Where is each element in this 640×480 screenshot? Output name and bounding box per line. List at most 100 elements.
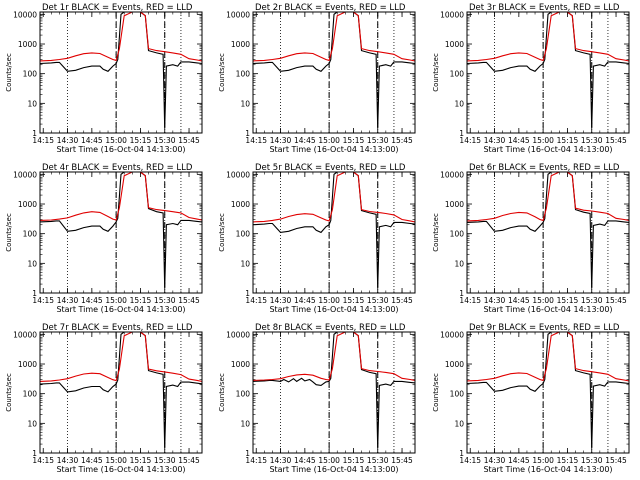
y-axis-label: Counts/sec [5, 373, 13, 412]
y-axis-label: Counts/sec [218, 53, 226, 92]
y-tick-label: 1 [245, 129, 250, 138]
x-tick-label: 15:15 [343, 456, 365, 465]
plot-area [467, 172, 629, 293]
y-axis-label: Counts/sec [432, 53, 440, 92]
x-tick-label: 15:15 [343, 136, 365, 145]
y-tick-label: 10000 [226, 330, 250, 339]
x-tick-label: 15:45 [605, 456, 627, 465]
detector-panel: Det 6r BLACK = Events, RED = LLD Counts/s… [432, 163, 630, 314]
detector-panel: Det 3r BLACK = Events, RED = LLD Counts/s… [432, 3, 630, 154]
series-line-lld [467, 172, 629, 222]
x-tick-label: 15:30 [367, 296, 389, 305]
x-tick-label: 14:15 [459, 296, 481, 305]
y-axis-label: Counts/sec [5, 213, 13, 252]
y-tick-label: 10000 [13, 10, 37, 19]
x-tick-label: 15:00 [105, 296, 127, 305]
x-axis-label: Start Time (16-Oct-04 14:13:00) [483, 465, 612, 474]
x-tick-label: 15:45 [178, 456, 200, 465]
series-line-lld [467, 332, 629, 382]
x-tick-label: 14:45 [508, 296, 530, 305]
x-axis-label: Start Time (16-Oct-04 14:13:00) [483, 145, 612, 154]
detector-panel: Det 7r BLACK = Events, RED = LLD Counts/s… [5, 323, 203, 474]
detector-panel: Det 5r BLACK = Events, RED = LLD Counts/s… [218, 163, 416, 314]
series-line-lld [40, 172, 202, 221]
x-tick-label: 14:45 [294, 296, 316, 305]
y-tick-label: 10 [454, 259, 464, 268]
y-tick-label: 100 [23, 70, 38, 79]
y-axis-label: Counts/sec [432, 213, 440, 252]
detector-panel: Det 1r BLACK = Events, RED = LLD Counts/s… [5, 3, 203, 154]
series-line-lld [253, 332, 415, 381]
plot-frame [252, 171, 416, 294]
y-tick-label: 100 [236, 230, 251, 239]
x-tick-label: 15:30 [581, 296, 603, 305]
x-tick-label: 15:45 [391, 136, 413, 145]
y-tick-label: 100 [23, 230, 38, 239]
plot-frame [39, 331, 203, 454]
x-tick-label: 15:00 [532, 296, 554, 305]
y-tick-label: 10 [454, 419, 464, 428]
x-tick-label: 15:15 [130, 456, 152, 465]
x-axis-label: Start Time (16-Oct-04 14:13:00) [56, 145, 185, 154]
plot-area [40, 332, 202, 453]
y-tick-label: 10 [27, 419, 37, 428]
panel-title: Det 8r BLACK = Events, RED = LLD [255, 323, 406, 333]
x-tick-label: 14:15 [459, 136, 481, 145]
x-tick-label: 14:15 [245, 136, 267, 145]
x-tick-label: 15:00 [318, 296, 340, 305]
x-axis-label: Start Time (16-Oct-04 14:13:00) [269, 305, 398, 314]
x-tick-label: 14:45 [294, 136, 316, 145]
y-tick-label: 1000 [231, 360, 250, 369]
series-line-events [40, 12, 202, 128]
y-tick-label: 1000 [445, 40, 464, 49]
x-tick-label: 14:15 [32, 296, 54, 305]
plot-area [253, 12, 415, 133]
series-line-lld [40, 332, 202, 382]
x-tick-label: 15:00 [105, 456, 127, 465]
series-line-lld [40, 12, 202, 62]
detector-panel: Det 8r BLACK = Events, RED = LLD Counts/s… [218, 323, 416, 474]
panel-title: Det 3r BLACK = Events, RED = LLD [469, 3, 620, 13]
x-tick-label: 14:30 [270, 136, 292, 145]
x-tick-label: 14:30 [484, 296, 506, 305]
plot-frame [39, 11, 203, 134]
y-tick-label: 1000 [445, 360, 464, 369]
x-tick-label: 15:45 [605, 296, 627, 305]
x-tick-label: 14:30 [270, 296, 292, 305]
y-tick-label: 10 [240, 259, 250, 268]
plot-area [40, 12, 202, 133]
x-tick-label: 15:45 [178, 136, 200, 145]
series-line-lld [253, 172, 415, 223]
y-tick-label: 1 [459, 289, 464, 298]
series-line-events [40, 172, 202, 288]
x-tick-label: 15:15 [130, 296, 152, 305]
plot-frame [252, 11, 416, 134]
y-tick-label: 10000 [13, 330, 37, 339]
y-tick-label: 10 [240, 419, 250, 428]
plot-frame [466, 331, 630, 454]
y-tick-label: 10000 [226, 10, 250, 19]
x-tick-label: 15:30 [154, 296, 176, 305]
y-tick-label: 1000 [18, 200, 37, 209]
y-tick-label: 1000 [445, 200, 464, 209]
y-tick-label: 10 [454, 99, 464, 108]
x-tick-label: 14:15 [245, 456, 267, 465]
x-tick-label: 15:00 [318, 456, 340, 465]
y-tick-label: 1000 [231, 200, 250, 209]
x-tick-label: 14:30 [484, 136, 506, 145]
x-tick-label: 14:30 [57, 296, 79, 305]
plot-frame [39, 171, 203, 294]
series-line-events [467, 332, 629, 448]
y-tick-label: 1 [32, 289, 37, 298]
y-tick-label: 10000 [13, 170, 37, 179]
y-axis-label: Counts/sec [218, 213, 226, 252]
plot-frame [466, 11, 630, 134]
x-tick-label: 15:30 [154, 456, 176, 465]
y-tick-label: 100 [236, 70, 251, 79]
y-tick-label: 1000 [18, 40, 37, 49]
plot-frame [466, 171, 630, 294]
x-tick-label: 14:45 [508, 456, 530, 465]
panel-title: Det 2r BLACK = Events, RED = LLD [255, 3, 406, 13]
y-tick-label: 1000 [18, 360, 37, 369]
